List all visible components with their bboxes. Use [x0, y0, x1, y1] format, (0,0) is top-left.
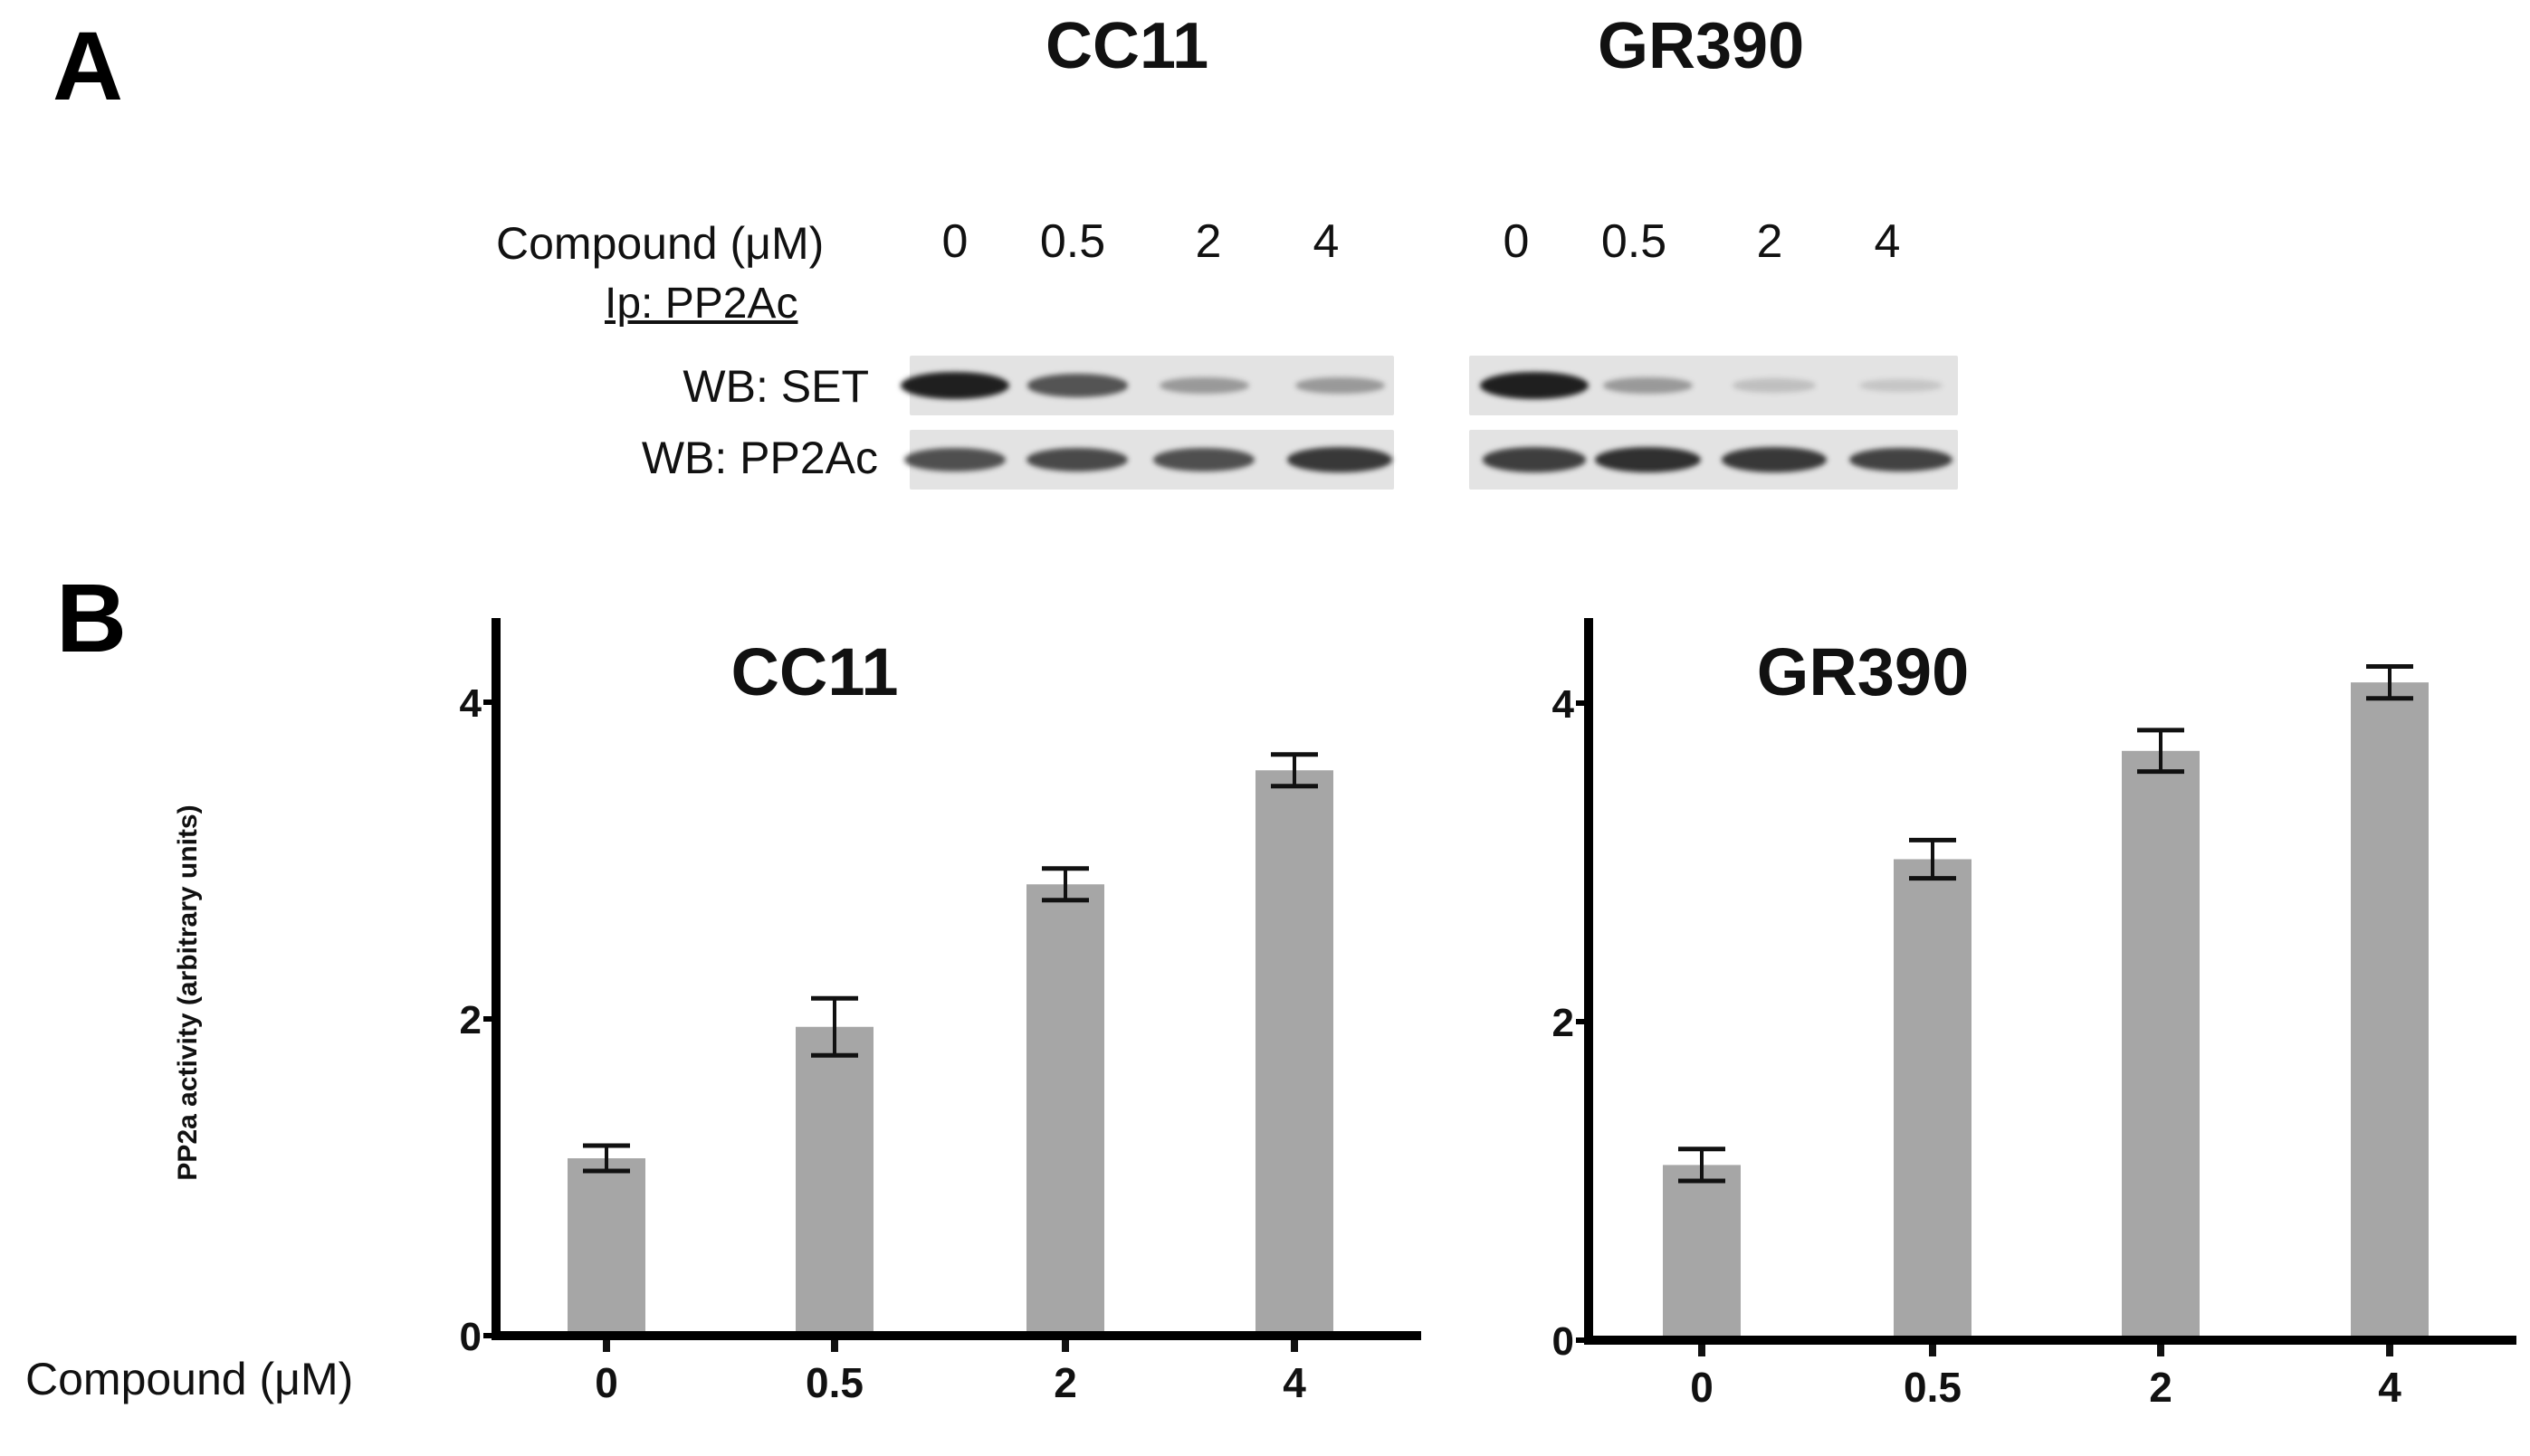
blot-band [1026, 447, 1129, 472]
blot-dose-label-gr390: 0 [1503, 215, 1530, 268]
y-tick-label: 0 [460, 1315, 482, 1359]
blot-dose-label-gr390: 2 [1756, 215, 1783, 268]
blot-band [904, 448, 1006, 471]
bar [1026, 884, 1104, 1336]
blot-band [1849, 447, 1952, 472]
blot-band [1159, 376, 1249, 395]
wb-set-label: WB: SET [683, 361, 869, 412]
x-tick-label: 2 [2149, 1364, 2172, 1411]
x-tick-label: 0.5 [1904, 1364, 1962, 1411]
bar [2351, 682, 2429, 1340]
chart-title: GR390 [1757, 634, 1969, 709]
blot-dose-label-gr390: 0.5 [1600, 215, 1667, 268]
wb-pp2ac-label: WB: PP2Ac [641, 433, 878, 483]
blot-band [1602, 376, 1693, 395]
chart-title: CC11 [730, 634, 898, 709]
blot-band [1480, 372, 1589, 399]
x-tick-label: 4 [1283, 1359, 1306, 1406]
y-tick-label: 4 [1552, 682, 1575, 727]
bar [568, 1158, 645, 1336]
blot-title-cc11: CC11 [1045, 10, 1209, 82]
blot-band [1722, 447, 1827, 472]
blot-band [1482, 447, 1587, 472]
x-tick-label: 0.5 [806, 1359, 864, 1406]
blot-band [1153, 448, 1255, 471]
x-tick-label: 0 [595, 1359, 618, 1406]
blot-band [1294, 376, 1385, 395]
y-tick-label: 4 [460, 681, 482, 726]
bar [796, 1026, 874, 1336]
blot-dose-label-gr390: 4 [1874, 215, 1901, 268]
blot-band [1287, 447, 1392, 472]
panel-a-letter: A [53, 11, 123, 120]
panel-b-letter: B [56, 563, 127, 672]
x-tick-label: 4 [2378, 1364, 2401, 1411]
ip-label: Ip: PP2Ac [605, 280, 798, 328]
blot-dose-label-cc11: 2 [1195, 215, 1222, 268]
blot-band [901, 372, 1009, 399]
y-tick-label: 2 [1552, 1001, 1574, 1045]
y-tick-label: 2 [460, 998, 482, 1042]
bar [2122, 750, 2200, 1340]
blot-band [1732, 378, 1817, 393]
x-tick-label: 0 [1690, 1364, 1714, 1411]
bar [1255, 770, 1333, 1336]
blot-condition-label: Compound (μM) [496, 218, 825, 269]
blot-band [1026, 374, 1128, 397]
bar [1894, 859, 1971, 1340]
blot-title-gr390: GR390 [1598, 10, 1805, 82]
y-tick-label: 0 [1552, 1319, 1574, 1364]
x-tick-label: 2 [1054, 1359, 1077, 1406]
x-axis-label: Compound (μM) [25, 1354, 354, 1404]
bar [1663, 1165, 1741, 1340]
blot-dose-label-cc11: 0.5 [1039, 215, 1106, 268]
blot-band [1859, 378, 1943, 393]
blot-dose-label-cc11: 4 [1313, 215, 1340, 268]
blot-dose-label-cc11: 0 [941, 215, 969, 268]
blot-band [1594, 446, 1701, 473]
